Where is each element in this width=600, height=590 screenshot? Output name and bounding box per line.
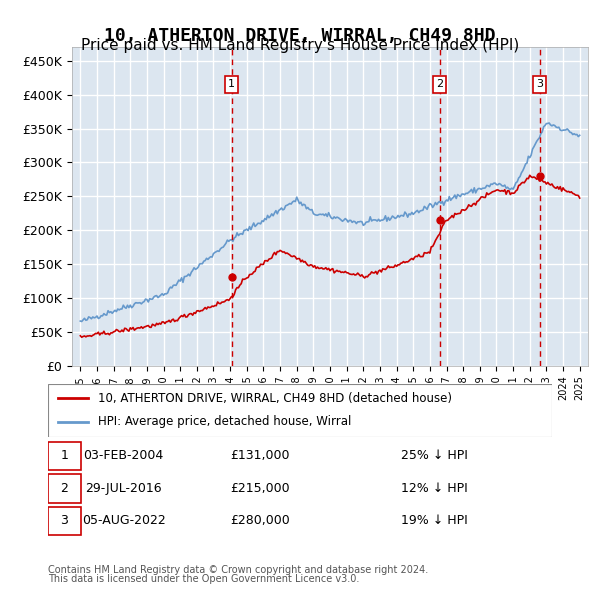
Text: 1: 1 xyxy=(228,80,235,90)
Text: 25% ↓ HPI: 25% ↓ HPI xyxy=(401,449,467,463)
Text: HPI: Average price, detached house, Wirral: HPI: Average price, detached house, Wirr… xyxy=(98,415,352,428)
Text: Contains HM Land Registry data © Crown copyright and database right 2024.: Contains HM Land Registry data © Crown c… xyxy=(48,565,428,575)
Text: 10, ATHERTON DRIVE, WIRRAL, CH49 8HD: 10, ATHERTON DRIVE, WIRRAL, CH49 8HD xyxy=(104,27,496,45)
Text: 12% ↓ HPI: 12% ↓ HPI xyxy=(401,481,467,495)
Text: 2: 2 xyxy=(436,80,443,90)
Text: This data is licensed under the Open Government Licence v3.0.: This data is licensed under the Open Gov… xyxy=(48,574,359,584)
Text: 1: 1 xyxy=(60,449,68,463)
Text: 05-AUG-2022: 05-AUG-2022 xyxy=(82,514,166,527)
Text: 19% ↓ HPI: 19% ↓ HPI xyxy=(401,514,467,527)
FancyBboxPatch shape xyxy=(48,474,81,503)
Text: 2: 2 xyxy=(60,481,68,495)
Text: 10, ATHERTON DRIVE, WIRRAL, CH49 8HD (detached house): 10, ATHERTON DRIVE, WIRRAL, CH49 8HD (de… xyxy=(98,392,452,405)
FancyBboxPatch shape xyxy=(48,384,552,437)
Text: 3: 3 xyxy=(536,80,543,90)
Text: £280,000: £280,000 xyxy=(230,514,290,527)
Text: 3: 3 xyxy=(60,514,68,527)
Text: Price paid vs. HM Land Registry's House Price Index (HPI): Price paid vs. HM Land Registry's House … xyxy=(81,38,519,53)
Text: 03-FEB-2004: 03-FEB-2004 xyxy=(83,449,164,463)
Text: £215,000: £215,000 xyxy=(230,481,289,495)
Text: 29-JUL-2016: 29-JUL-2016 xyxy=(85,481,162,495)
FancyBboxPatch shape xyxy=(48,442,81,470)
FancyBboxPatch shape xyxy=(48,507,81,535)
Text: £131,000: £131,000 xyxy=(230,449,289,463)
